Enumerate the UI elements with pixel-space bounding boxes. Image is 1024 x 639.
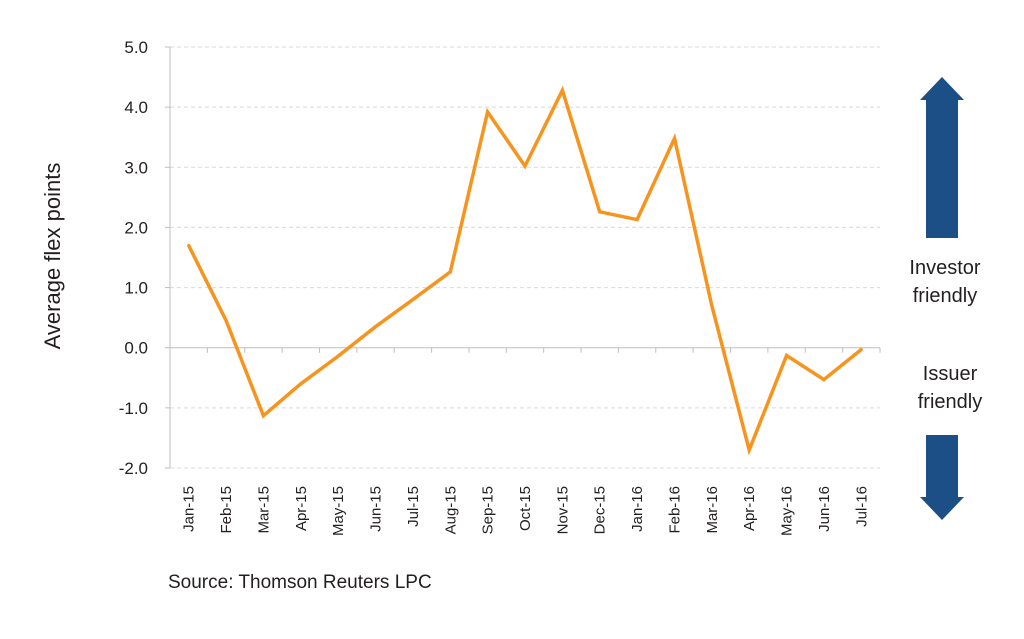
data-point [336,354,340,358]
x-tick-label: Jan-16 [629,486,646,532]
data-point [635,218,639,222]
x-tick-label: Aug-15 [442,486,459,534]
data-point [672,136,676,140]
y-tick-labels: 5.0 4.0 3.0 2.0 1.0 0.0 -1.0 -2.0 [119,38,148,478]
data-point [299,382,303,386]
issuer-friendly-label: Issuer friendly [885,360,1015,416]
issuer-friendly-arrow [920,435,964,520]
investor-friendly-line-2: friendly [912,285,978,307]
x-tick-label: Jun-15 [368,486,385,532]
x-tick-label: May-16 [779,486,796,536]
y-tick-label: -2.0 [119,459,148,478]
data-point [822,378,826,382]
x-tick-labels: Jan-15 Feb-15 Mar-15 Apr-15 May-15 Jun-15 Jul-… [181,486,871,536]
axes [165,46,881,469]
x-tick-label: Mar-15 [255,486,272,534]
series-layer [187,85,863,456]
data-point [448,270,452,274]
x-tick-label: Apr-15 [293,486,310,531]
x-tick-label: Feb-15 [218,486,235,534]
series-line [187,85,863,456]
y-tick-label: 0.0 [124,339,148,358]
gridlines [170,46,880,469]
data-point [374,325,378,329]
data-point [411,298,415,302]
investor-friendly-arrow [920,77,964,238]
investor-friendly-label: Investor friendly [880,254,1010,310]
x-tick-label: Dec-15 [592,486,609,534]
x-tick-label: Jun-16 [816,486,833,532]
data-point [187,243,191,247]
data-point [224,319,228,323]
x-tick-label: Oct-15 [517,486,534,531]
y-tick-label: -1.0 [119,399,148,418]
data-point [747,448,751,452]
data-point [859,348,863,352]
y-tick-label: 4.0 [124,98,148,117]
x-tick-label: May-15 [330,486,347,536]
issuer-friendly-line-2: friendly [917,391,983,413]
x-tick-label: Sep-15 [480,486,497,534]
data-point [598,210,602,214]
investor-friendly-line-1: Investor [909,257,981,279]
source-note: Source: Thomson Reuters LPC [168,572,432,593]
x-tick-label: Jan-15 [181,486,198,532]
data-point [261,414,265,418]
x-tick-label: Mar-16 [704,486,721,534]
y-tick-label: 1.0 [124,279,148,298]
data-point [785,354,789,358]
data-point [710,304,714,308]
data-point [523,164,527,168]
y-tick-label: 2.0 [124,218,148,237]
data-point [486,110,490,114]
y-tick-label: 3.0 [124,158,148,177]
issuer-friendly-line-1: Issuer [922,363,978,385]
data-point [560,88,564,92]
x-tick-label: Nov-15 [554,486,571,534]
x-tick-label: Jul-16 [853,486,870,527]
x-tick-label: Apr-16 [741,486,758,531]
x-tick-label: Feb-16 [666,486,683,534]
y-axis-label: Average flex points [40,163,65,350]
y-tick-label: 5.0 [124,38,148,57]
x-tick-label: Jul-15 [405,486,422,527]
